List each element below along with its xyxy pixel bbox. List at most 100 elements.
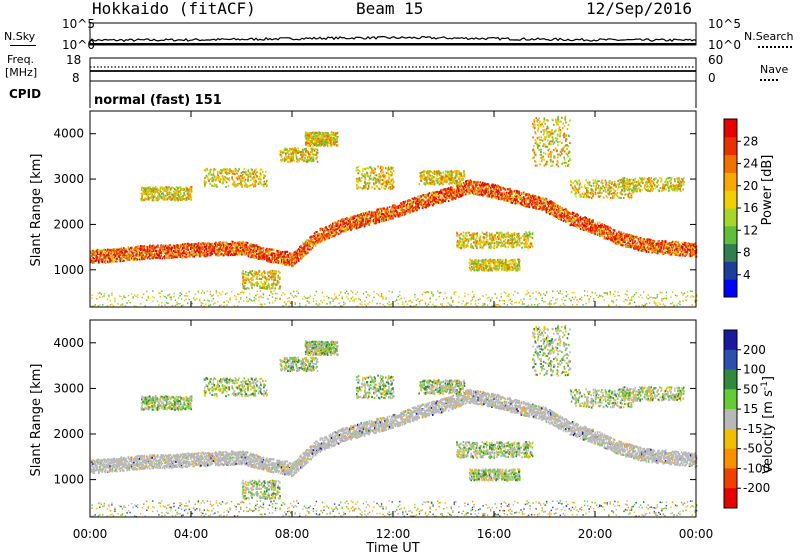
echo-cell	[692, 248, 694, 251]
echo-cell	[109, 249, 111, 252]
echo-cell	[684, 251, 686, 254]
echo-cell	[254, 251, 257, 253]
echo-cell	[137, 253, 140, 256]
echo-cell	[412, 198, 415, 201]
echo-cell	[91, 251, 93, 254]
echo-cell	[157, 254, 159, 257]
echo-cell	[282, 254, 284, 257]
echo-cell	[209, 246, 211, 248]
echo-cell	[443, 199, 445, 202]
echo-cell	[487, 187, 490, 190]
echo-cell	[310, 248, 312, 251]
echo-cell	[384, 212, 386, 215]
echo-cell	[685, 243, 687, 245]
echo-cell	[259, 246, 261, 249]
echo-cell	[152, 300, 154, 303]
echo-cell	[497, 196, 500, 199]
echo-cell	[299, 251, 301, 254]
echo-cell	[258, 253, 260, 256]
echo-cell	[218, 304, 221, 307]
echo-cell	[340, 230, 342, 233]
echo-cell	[280, 251, 283, 254]
echo-cell	[522, 193, 525, 196]
echo-cell	[328, 231, 331, 233]
echo-cell	[658, 250, 660, 252]
echo-cell	[689, 255, 692, 258]
echo-cell	[582, 226, 584, 229]
echo-cell	[119, 257, 122, 260]
echo-cell	[411, 203, 414, 206]
echo-cell	[645, 247, 648, 250]
echo-cell	[565, 215, 567, 218]
echo-cell	[661, 244, 664, 247]
echo-cell	[171, 251, 174, 254]
echo-cell	[291, 264, 293, 267]
echo-cell	[612, 228, 615, 231]
echo-cell	[399, 213, 401, 216]
echo-cell	[684, 244, 686, 247]
echo-cell	[450, 190, 452, 193]
echo-cell	[633, 247, 635, 250]
echo-cell	[116, 257, 118, 260]
echo-cell	[144, 251, 147, 254]
echo-cell	[493, 186, 495, 189]
echo-cell	[170, 257, 173, 259]
echo-cell	[193, 252, 195, 255]
echo-cell	[435, 191, 437, 193]
echo-cell	[538, 199, 541, 202]
echo-cell	[158, 292, 160, 294]
echo-cell	[607, 225, 609, 228]
echo-cell	[669, 251, 672, 254]
echo-cell	[92, 262, 94, 264]
echo-cell	[251, 250, 253, 252]
echo-cell	[136, 245, 139, 248]
echo-cell	[457, 187, 459, 190]
echo-cell	[257, 257, 259, 260]
echo-cell	[411, 201, 414, 204]
echo-cell	[651, 248, 653, 251]
echo-cell	[159, 252, 161, 254]
echo-cell	[367, 213, 369, 216]
echo-cell	[216, 249, 218, 252]
echo-cell	[254, 254, 257, 257]
echo-cell	[228, 248, 231, 251]
echo-cell	[632, 235, 634, 238]
echo-cell	[388, 216, 391, 219]
echo-cell	[668, 249, 670, 252]
echo-cell	[268, 251, 270, 254]
echo-cell	[692, 243, 694, 246]
echo-cell	[475, 184, 477, 187]
echo-cell	[429, 197, 432, 200]
echo-cell	[463, 186, 466, 189]
echo-cell	[551, 206, 553, 209]
echo-cell	[357, 223, 359, 226]
echo-cell	[519, 194, 522, 197]
freq-label: Freq.	[7, 53, 35, 66]
echo-cell	[201, 245, 203, 248]
echo-cell	[184, 251, 186, 254]
echo-cell	[416, 197, 418, 200]
echo-cell	[252, 246, 255, 249]
echo-cell	[263, 256, 266, 259]
echo-cell	[400, 202, 402, 205]
echo-cell	[375, 217, 377, 219]
echo-cell	[179, 256, 182, 258]
echo-cell	[537, 202, 540, 205]
echo-cell	[309, 245, 311, 248]
echo-cell	[195, 246, 198, 249]
echo-cell	[488, 190, 491, 193]
echo-cell	[220, 244, 223, 247]
echo-cell	[620, 239, 623, 241]
echo-cell	[322, 230, 325, 233]
echo-cell	[593, 232, 595, 235]
echo-cell	[190, 245, 192, 247]
echo-cell	[127, 300, 130, 302]
echo-cell	[192, 253, 194, 256]
echo-cell	[372, 213, 375, 216]
echo-cell	[471, 191, 474, 194]
echo-cell	[659, 250, 661, 252]
echo-cell	[206, 299, 209, 301]
echo-cell	[118, 258, 120, 261]
echo-cell	[388, 213, 391, 215]
echo-cell	[515, 202, 517, 205]
